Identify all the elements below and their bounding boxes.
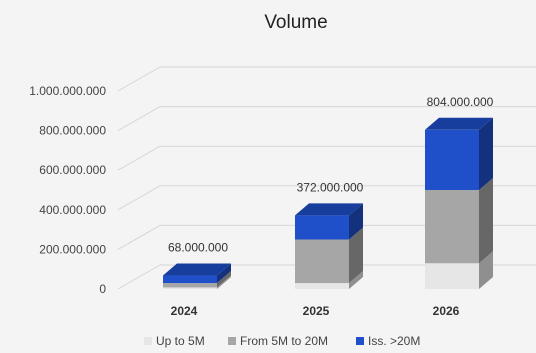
gridline-diagonal [117, 106, 161, 132]
bar-segment-Up to 5M [163, 287, 217, 289]
gridline-diagonal [117, 66, 161, 92]
gridline-diagonal [117, 185, 161, 211]
y-tick-label: 1.000.000.000 [29, 84, 106, 98]
chart-title: Volume [264, 12, 327, 33]
legend-label: From 5M to 20M [240, 334, 328, 348]
bar-side-From 5M to 20M [217, 271, 231, 288]
bar-side-Up to 5M [349, 271, 363, 289]
x-category-label: 2026 [433, 304, 460, 318]
y-axis-ticks: 0 200.000.000 400.000.000 600.000.000 800.00… [29, 84, 106, 296]
bar-segment-Iss. >20M [163, 275, 217, 284]
y-tick-label: 0 [99, 282, 106, 296]
y-tick-label: 600.000.000 [39, 163, 106, 177]
bar-segment-Up to 5M [295, 283, 349, 289]
legend-label: Up to 5M [156, 334, 205, 348]
y-tick-label: 200.000.000 [39, 242, 106, 256]
bar-segment-From 5M to 20M [163, 283, 217, 288]
total-labels: 68.000.000 372.000.000 804.000.000 [168, 95, 494, 255]
y-tick-label: 800.000.000 [39, 124, 106, 138]
bars-layer [163, 117, 493, 289]
bar-segment-Iss. >20M [425, 129, 479, 190]
bar-top [163, 263, 231, 276]
bar-side-Iss. >20M [349, 203, 363, 240]
bar-segment-Iss. >20M [295, 215, 349, 240]
gridline-diagonal [117, 224, 161, 250]
bar-segment-Up to 5M [425, 263, 479, 289]
bar-group-2026 [425, 117, 493, 289]
bar-side-Up to 5M [217, 275, 231, 289]
bar-top [425, 117, 493, 130]
legend-swatch [144, 337, 152, 345]
bar-side-Iss. >20M [479, 117, 493, 190]
bar-side-From 5M to 20M [479, 178, 493, 264]
legend-item: Iss. >20M [356, 334, 420, 348]
legend-item: From 5M to 20M [228, 334, 328, 348]
legend: Up to 5M From 5M to 20M Iss. >20M [144, 334, 420, 348]
bar-segment-From 5M to 20M [295, 239, 349, 284]
bar-side-Iss. >20M [217, 263, 231, 284]
gridline-diagonal [117, 264, 161, 290]
legend-item: Up to 5M [144, 334, 205, 348]
gridline-diagonal [117, 145, 161, 171]
legend-swatch [356, 337, 364, 345]
y-tick-label: 400.000.000 [39, 203, 106, 217]
total-label-2026: 804.000.000 [427, 95, 494, 109]
legend-label: Iss. >20M [368, 334, 420, 348]
legend-swatch [228, 337, 236, 345]
total-label-2025: 372.000.000 [297, 180, 364, 194]
bar-segment-From 5M to 20M [425, 190, 479, 264]
bar-side-Up to 5M [479, 251, 493, 289]
x-category-label: 2025 [303, 304, 330, 318]
bar-top [295, 203, 363, 216]
x-axis-categories: 2024 2025 2026 [171, 304, 460, 318]
bar-group-2025 [295, 203, 363, 289]
bar-side-From 5M to 20M [349, 227, 363, 284]
x-category-label: 2024 [171, 304, 198, 318]
total-label-2024: 68.000.000 [168, 241, 228, 255]
bar-group-2024 [163, 263, 231, 289]
